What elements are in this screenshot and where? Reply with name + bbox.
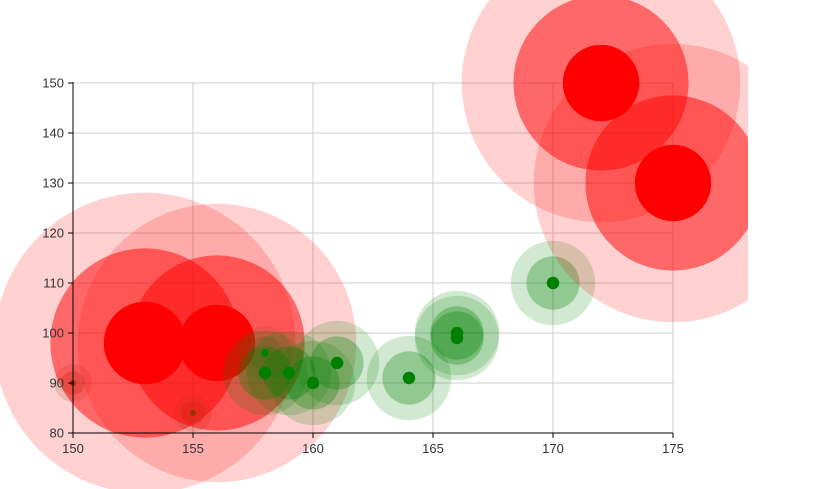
y-tick-label: 120 (42, 226, 64, 241)
y-tick-label: 80 (50, 426, 64, 441)
x-tick-label: 165 (422, 441, 444, 456)
bubble-core (562, 44, 640, 122)
tick-label-layer: 150 155 160 165 170 175 80 90 100 110 120 130 140 150 (42, 76, 684, 457)
x-tick-label: 155 (182, 441, 204, 456)
bubble-core (450, 326, 464, 340)
bubble-core (306, 376, 320, 390)
bubble-core (178, 304, 256, 382)
axis-layer (68, 82, 674, 438)
bubble-core (261, 349, 269, 357)
y-tick-label: 100 (42, 326, 64, 341)
bubble-core (546, 276, 560, 290)
data-point[interactable] (222, 330, 308, 416)
data-point[interactable] (366, 335, 452, 421)
x-tick-label: 150 (62, 441, 84, 456)
y-tick-label: 150 (42, 76, 64, 91)
data-point[interactable] (533, 43, 812, 323)
bubble-core (402, 371, 416, 385)
data-point[interactable] (294, 320, 380, 406)
data-point[interactable] (510, 240, 596, 326)
data-point[interactable] (246, 330, 332, 416)
x-tick-label: 175 (662, 441, 684, 456)
bubble-core (330, 356, 344, 370)
y-tick-label: 140 (42, 126, 64, 141)
bubble-core (634, 144, 712, 222)
data-point[interactable] (238, 326, 292, 380)
bubble-core (282, 366, 296, 380)
y-tick-label: 110 (43, 276, 64, 291)
x-tick-label: 170 (542, 441, 564, 456)
data-point[interactable] (414, 290, 500, 376)
data-point[interactable] (77, 203, 357, 483)
y-tick-label: 90 (50, 376, 64, 391)
bubble-core (258, 366, 272, 380)
y-tick-label: 130 (42, 176, 64, 191)
x-tick-label: 160 (302, 441, 324, 456)
